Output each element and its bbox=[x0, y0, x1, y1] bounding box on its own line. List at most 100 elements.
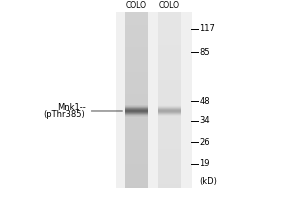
Bar bbox=[125, 133, 148, 135]
Bar bbox=[125, 186, 148, 188]
Bar bbox=[125, 45, 148, 47]
Bar bbox=[125, 56, 148, 58]
Bar bbox=[158, 179, 181, 182]
Bar bbox=[158, 109, 181, 111]
Bar bbox=[158, 144, 181, 146]
Bar bbox=[158, 56, 181, 58]
Bar bbox=[125, 140, 148, 142]
Bar bbox=[158, 19, 181, 21]
Bar bbox=[158, 80, 181, 83]
Bar bbox=[125, 96, 148, 98]
Bar bbox=[158, 50, 181, 52]
Bar bbox=[125, 50, 148, 52]
Bar bbox=[158, 131, 181, 133]
Bar bbox=[125, 14, 148, 17]
Bar bbox=[158, 58, 181, 61]
Text: (pThr385): (pThr385) bbox=[44, 110, 86, 119]
Text: COLO: COLO bbox=[126, 1, 147, 10]
Bar bbox=[125, 107, 148, 109]
Bar bbox=[158, 120, 181, 122]
Bar bbox=[125, 36, 148, 39]
Bar bbox=[125, 168, 148, 171]
Bar bbox=[158, 107, 181, 109]
Bar bbox=[158, 63, 181, 65]
Bar bbox=[116, 12, 192, 188]
Bar bbox=[158, 162, 181, 164]
Bar bbox=[125, 111, 148, 112]
Bar bbox=[158, 96, 181, 98]
Bar bbox=[125, 142, 148, 144]
Bar bbox=[125, 135, 148, 138]
Text: (kD): (kD) bbox=[200, 177, 217, 186]
Bar bbox=[125, 115, 148, 116]
Text: 85: 85 bbox=[200, 48, 210, 57]
Bar bbox=[158, 23, 181, 25]
Bar bbox=[125, 17, 148, 19]
Bar bbox=[125, 78, 148, 80]
Bar bbox=[158, 151, 181, 153]
Bar bbox=[158, 17, 181, 19]
Bar bbox=[125, 32, 148, 34]
Bar bbox=[125, 127, 148, 129]
Bar bbox=[158, 74, 181, 76]
Bar bbox=[158, 184, 181, 186]
Bar bbox=[125, 52, 148, 54]
Bar bbox=[158, 30, 181, 32]
Bar bbox=[158, 32, 181, 34]
Bar bbox=[158, 105, 181, 107]
Bar bbox=[125, 41, 148, 43]
Bar bbox=[125, 106, 148, 107]
Bar bbox=[125, 116, 148, 117]
Bar bbox=[158, 52, 181, 54]
Bar bbox=[158, 21, 181, 23]
Bar bbox=[158, 166, 181, 168]
Text: 34: 34 bbox=[200, 116, 210, 125]
Bar bbox=[158, 124, 181, 127]
Bar bbox=[125, 112, 148, 113]
Bar bbox=[158, 173, 181, 175]
Bar bbox=[125, 12, 148, 14]
Bar bbox=[158, 76, 181, 78]
Text: 117: 117 bbox=[200, 24, 215, 33]
Bar bbox=[125, 122, 148, 124]
Bar bbox=[125, 58, 148, 61]
Bar bbox=[158, 129, 181, 131]
Bar bbox=[125, 160, 148, 162]
Bar bbox=[158, 36, 181, 39]
Bar bbox=[158, 118, 181, 120]
Bar bbox=[125, 164, 148, 166]
Bar bbox=[125, 98, 148, 100]
Bar bbox=[125, 109, 148, 110]
Bar bbox=[125, 157, 148, 160]
Bar bbox=[125, 120, 148, 122]
Bar bbox=[158, 25, 181, 28]
Text: 26: 26 bbox=[200, 138, 210, 147]
Bar bbox=[125, 177, 148, 179]
Bar bbox=[158, 113, 181, 116]
Bar bbox=[125, 30, 148, 32]
Bar bbox=[125, 39, 148, 41]
Bar bbox=[125, 100, 148, 102]
Bar bbox=[158, 116, 181, 118]
Bar bbox=[125, 149, 148, 151]
Bar bbox=[125, 25, 148, 28]
Bar bbox=[158, 160, 181, 162]
Bar bbox=[125, 162, 148, 164]
Bar bbox=[158, 140, 181, 142]
Bar bbox=[125, 69, 148, 72]
Bar bbox=[158, 39, 181, 41]
Bar bbox=[125, 72, 148, 74]
Bar bbox=[158, 61, 181, 63]
Bar bbox=[125, 113, 148, 116]
Bar bbox=[125, 19, 148, 21]
Bar bbox=[125, 67, 148, 69]
Text: 19: 19 bbox=[200, 159, 210, 168]
Bar bbox=[125, 131, 148, 133]
Bar bbox=[158, 122, 181, 124]
Bar bbox=[158, 89, 181, 91]
Bar bbox=[158, 164, 181, 166]
Bar bbox=[158, 171, 181, 173]
Bar bbox=[158, 47, 181, 50]
Bar bbox=[125, 89, 148, 91]
Bar bbox=[158, 69, 181, 72]
